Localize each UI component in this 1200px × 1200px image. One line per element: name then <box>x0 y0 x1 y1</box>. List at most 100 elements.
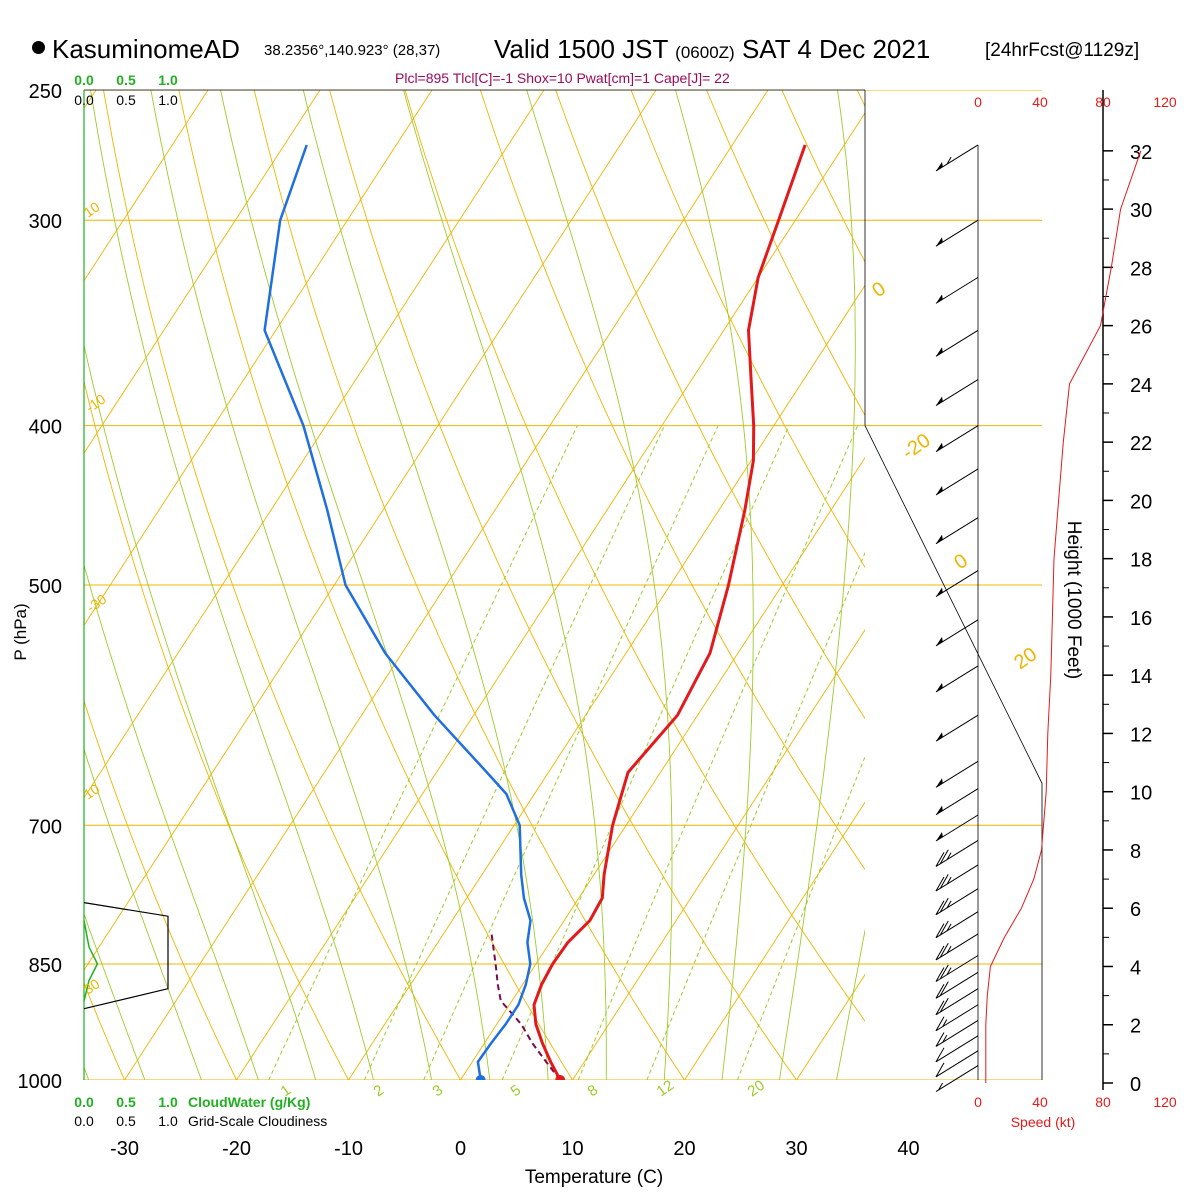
wind-barb-full <box>939 874 949 889</box>
wind-barb-full <box>935 945 945 961</box>
valid-date: SAT 4 Dec 2021 <box>741 34 931 64</box>
wind-barb <box>935 714 979 742</box>
grid-cloud-scale-bottom: 0.0 <box>74 1113 94 1129</box>
wind-barb-staff <box>935 219 979 247</box>
wind-barb-staff <box>935 814 979 842</box>
cloud-water-scale-bottom: 1.0 <box>158 1094 178 1110</box>
wind-barb-staff <box>935 760 979 788</box>
wind-barb-half <box>942 1034 948 1043</box>
wind-barb-full <box>935 852 945 867</box>
pressure-tick-label: 850 <box>29 955 62 977</box>
wind-barb-full <box>939 964 949 980</box>
speed-tick-label-bottom: 80 <box>1095 1094 1111 1110</box>
height-tick-label: 10 <box>1130 783 1152 805</box>
wind-barb-staff <box>935 788 979 816</box>
isotherm-line <box>348 284 865 1080</box>
speed-axis-title: Speed (kt) <box>1011 1114 1076 1130</box>
dry-adiabat-line <box>84 982 125 1080</box>
temperature-tick-label: -30 <box>110 1138 139 1160</box>
speed-tick-label-bottom: 40 <box>1032 1094 1048 1110</box>
dry-adiabat-label: -30 <box>84 591 110 616</box>
mixing-ratio-label: 3 <box>430 1082 447 1101</box>
wind-barb-flag <box>936 237 943 247</box>
wind-barb-staff <box>935 1050 979 1078</box>
wind-barb <box>935 1020 979 1047</box>
wind-barb <box>935 468 979 496</box>
dry-adiabat-line <box>479 90 865 871</box>
wind-barb-half <box>946 900 952 909</box>
mixing-ratio-line <box>501 425 790 1080</box>
grid-cloud-scale-bottom: 0.5 <box>116 1113 136 1129</box>
wind-barb-staff <box>935 1065 979 1092</box>
wind-barb-half <box>946 852 952 860</box>
height-tick-label: 24 <box>1130 375 1152 397</box>
moist-adiabat-line <box>84 343 317 1080</box>
dewpoint-line <box>263 144 532 1080</box>
mixing-ratio-line <box>268 425 578 1080</box>
isotherm-line <box>84 90 433 627</box>
wind-barb-staff <box>935 329 979 357</box>
wind-barb <box>935 570 979 597</box>
wind-barb-half <box>946 967 952 975</box>
wind-barb-full <box>939 943 949 958</box>
dry-adiabat-line <box>329 90 798 1080</box>
temperature-tick-label: 10 <box>561 1138 583 1160</box>
height-tick-label: 14 <box>1130 666 1152 688</box>
wind-barb-staff <box>935 955 979 982</box>
mixing-ratio-label: 12 <box>654 1077 677 1100</box>
speed-tick-label-bottom: 120 <box>1153 1094 1177 1110</box>
height-tick-label: 18 <box>1130 550 1152 572</box>
height-tick-label: 22 <box>1130 433 1152 455</box>
wind-barb-flag <box>936 587 943 597</box>
wind-barb-staff <box>935 619 979 647</box>
wind-barb <box>935 1004 979 1032</box>
mixing-ratio-line <box>646 551 865 1080</box>
moist-adiabat-line <box>84 912 146 1080</box>
wind-barb <box>935 219 979 247</box>
wind-barb-half <box>942 1019 948 1027</box>
wind-barb-staff <box>935 1035 979 1063</box>
wind-barb-full <box>935 1016 945 1032</box>
dry-adiabat-line <box>555 90 865 720</box>
isotherm-line <box>84 90 209 282</box>
wind-barb-staff <box>935 144 979 172</box>
stability-indices: Plcl=895 Tlcl[C]=-1 Shox=10 Pwat[cm]=1 C… <box>395 70 730 86</box>
height-tick-label: 16 <box>1130 608 1152 630</box>
wind-barb <box>935 329 979 357</box>
dry-adiabat-line <box>84 379 350 1080</box>
wind-barb-flag <box>936 485 943 495</box>
wind-barb-full <box>935 1032 945 1047</box>
wind-barb-full <box>935 876 945 892</box>
height-axis-title: Height (1000 Feet) <box>1063 521 1084 679</box>
dry-adiabat-line <box>0 61 27 1115</box>
wind-barb <box>935 971 979 999</box>
wind-barb <box>935 840 979 867</box>
wind-barb <box>935 425 979 453</box>
dry-adiabat-label: -10 <box>83 391 109 416</box>
height-tick-label: 28 <box>1130 258 1152 280</box>
wind-barb-full <box>935 1000 945 1015</box>
wind-barb-full <box>935 967 945 982</box>
surface-dewpoint-dot <box>475 1075 486 1080</box>
wind-barb-full <box>939 997 949 1013</box>
grid-cloud-scale-top: 1.0 <box>158 92 178 108</box>
wind-barb-flag <box>936 534 943 544</box>
mixing-ratio-label: 20 <box>745 1077 768 1100</box>
temperature-tick-label: -10 <box>334 1138 363 1160</box>
wind-barb <box>935 619 979 647</box>
dry-adiabat-line <box>706 90 865 417</box>
temperature-line <box>532 144 807 1080</box>
y-axis-title: P (hPa) <box>11 603 30 660</box>
dry-adiabat-line <box>918 61 1200 1115</box>
wind-barb <box>935 933 979 961</box>
station-coords: 38.2356°,140.923° (28,37) <box>264 42 441 59</box>
wind-barb <box>935 1035 979 1063</box>
pressure-tick-label: 300 <box>29 211 62 233</box>
valid-time: Valid 1500 JST (0600Z) SAT 4 Dec 2021 <box>494 34 930 65</box>
cloud-water-scale-bottom: 0.0 <box>74 1094 94 1110</box>
wind-barb-full <box>935 1062 945 1078</box>
moist-adiabat-line <box>150 90 433 1080</box>
wind-barb-flag <box>936 682 943 692</box>
height-tick-label: 30 <box>1130 200 1152 222</box>
pressure-tick-label: 400 <box>29 417 62 439</box>
